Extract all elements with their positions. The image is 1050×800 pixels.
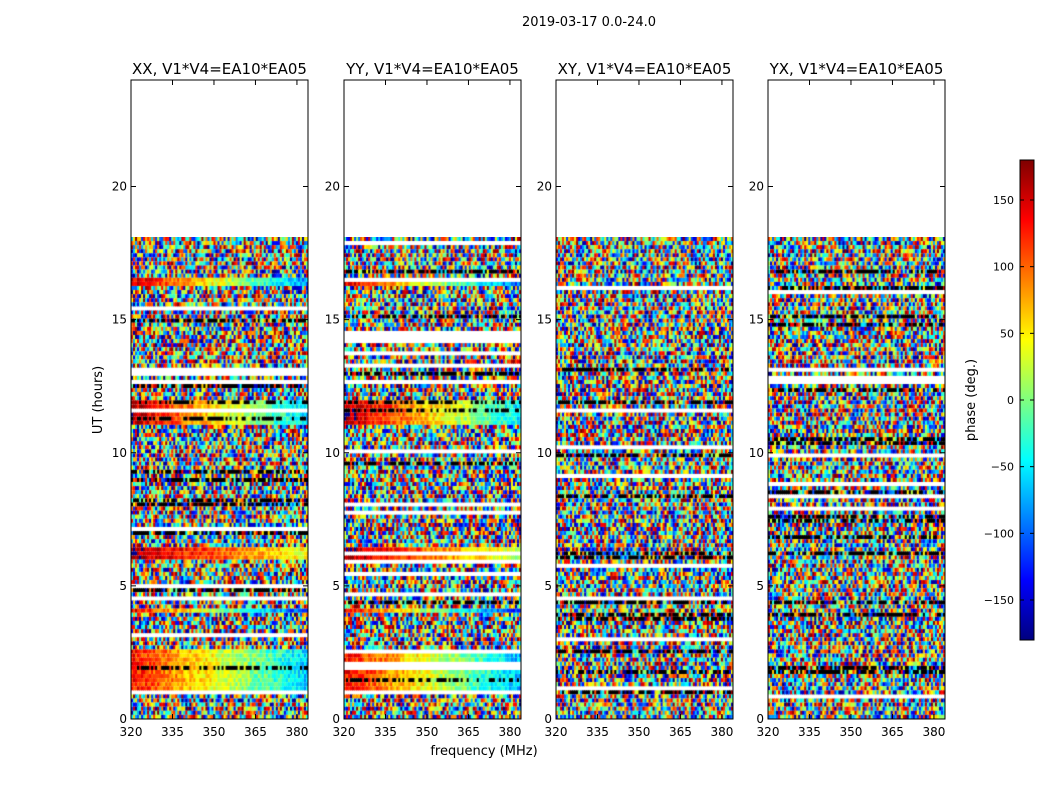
ytick-label-3-4: 20 (749, 180, 764, 194)
panel-heatmap-0 (131, 237, 308, 719)
xtick-label-2-1: 335 (586, 725, 609, 739)
ytick-label-0-3: 15 (112, 313, 127, 327)
xtick-label-2-4: 380 (710, 725, 733, 739)
ytick-label-1-3: 15 (325, 313, 340, 327)
ytick-label-3-0: 0 (756, 712, 764, 726)
ytick-label-0-4: 20 (112, 180, 127, 194)
panel-heatmap-1 (344, 237, 521, 719)
panel-0: XX, V1*V4=EA10*EA05 0 5 10 15 20 320 335 350 365 3… (112, 60, 309, 739)
panel-frame-3 (767, 79, 946, 720)
panel-heatmap-3 (768, 237, 945, 719)
panel-2: XY, V1*V4=EA10*EA05 0 5 10 15 20 320 335 350 365 3… (537, 60, 734, 739)
xtick-label-2-2: 350 (628, 725, 651, 739)
heatmap-canvas-0 (131, 237, 308, 719)
ytick-label-2-2: 10 (537, 446, 552, 460)
panel-1: YY, V1*V4=EA10*EA05 0 5 10 15 20 320 335 350 365 3… (325, 60, 522, 739)
x-axis-label: frequency (MHz) (430, 744, 537, 759)
panel-title-0: XX, V1*V4=EA10*EA05 (132, 60, 307, 78)
ytick-label-1-0: 0 (332, 712, 340, 726)
panel-title-2: XY, V1*V4=EA10*EA05 (558, 60, 732, 78)
ytick-label-2-3: 15 (537, 313, 552, 327)
ytick-label-1-2: 10 (325, 446, 340, 460)
colorbar-label: phase (deg.) (964, 359, 979, 441)
cb-tick-label-5: 100 (993, 261, 1014, 274)
ytick-label-2-4: 20 (537, 180, 552, 194)
cb-tick-label-3: 0 (1007, 394, 1014, 407)
xtick-label-1-0: 320 (333, 725, 356, 739)
panel-3: YX, V1*V4=EA10*EA05 0 5 10 15 20 320 335 350 365 3… (749, 60, 946, 739)
panels-group: XX, V1*V4=EA10*EA05 0 5 10 15 20 320 335 350 365 3… (112, 60, 946, 739)
panel-heatmap-2 (556, 237, 733, 719)
ytick-label-2-0: 0 (544, 712, 552, 726)
xtick-label-3-2: 350 (840, 725, 863, 739)
xtick-label-2-0: 320 (545, 725, 568, 739)
heatmap-canvas-2 (556, 237, 733, 719)
xtick-label-3-3: 365 (881, 725, 904, 739)
xtick-label-1-1: 335 (374, 725, 397, 739)
panel-frame-1 (343, 79, 522, 720)
xtick-label-1-4: 380 (498, 725, 521, 739)
colorbar-ticks: −150 −100 −50 0 50 100 150 (984, 194, 1034, 607)
colorbar: −150 −100 −50 0 50 100 150 phase (deg.) (964, 159, 1035, 641)
xtick-label-2-3: 365 (669, 725, 692, 739)
xtick-label-0-2: 350 (203, 725, 226, 739)
panel-title-1: YY, V1*V4=EA10*EA05 (345, 60, 519, 78)
cb-tick-label-0: −150 (984, 594, 1014, 607)
xtick-label-3-0: 320 (757, 725, 780, 739)
ytick-label-0-1: 5 (119, 579, 127, 593)
xtick-label-0-0: 320 (120, 725, 143, 739)
xtick-label-0-3: 365 (244, 725, 267, 739)
xtick-label-0-1: 335 (161, 725, 184, 739)
panel-title-3: YX, V1*V4=EA10*EA05 (769, 60, 944, 78)
ytick-label-1-4: 20 (325, 180, 340, 194)
ytick-label-0-0: 0 (119, 712, 127, 726)
heatmap-canvas-1 (344, 237, 521, 719)
xtick-label-1-3: 365 (457, 725, 480, 739)
xtick-label-0-4: 380 (285, 725, 308, 739)
ytick-label-3-2: 10 (749, 446, 764, 460)
xtick-label-3-4: 380 (922, 725, 945, 739)
figure-suptitle: 2019-03-17 0.0-24.0 (522, 15, 656, 30)
heatmap-canvas-3 (768, 237, 945, 719)
ytick-label-2-1: 5 (544, 579, 552, 593)
ytick-label-0-2: 10 (112, 446, 127, 460)
cb-tick-label-4: 50 (1000, 327, 1014, 340)
xtick-label-1-2: 350 (416, 725, 439, 739)
xtick-label-3-1: 335 (798, 725, 821, 739)
cb-tick-label-2: −50 (991, 461, 1014, 474)
cb-tick-label-1: −100 (984, 527, 1014, 540)
ytick-label-3-1: 5 (756, 579, 764, 593)
ytick-label-3-3: 15 (749, 313, 764, 327)
panel-frame-0 (130, 79, 309, 720)
ytick-label-1-1: 5 (332, 579, 340, 593)
cb-tick-label-6: 150 (993, 194, 1014, 207)
panel-frame-2 (555, 79, 734, 720)
y-axis-label: UT (hours) (91, 366, 106, 434)
